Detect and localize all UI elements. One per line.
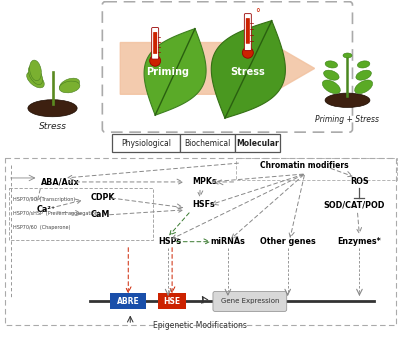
Text: Physiological: Physiological bbox=[121, 139, 171, 148]
Text: HSP70/90  (Transcription): HSP70/90 (Transcription) bbox=[13, 197, 75, 203]
Text: CaM: CaM bbox=[90, 210, 110, 219]
Text: Ca²⁺: Ca²⁺ bbox=[36, 205, 56, 214]
FancyBboxPatch shape bbox=[246, 18, 250, 44]
Ellipse shape bbox=[322, 80, 340, 94]
Text: ABRE: ABRE bbox=[117, 297, 140, 306]
Text: Gene Expression: Gene Expression bbox=[221, 299, 279, 304]
FancyBboxPatch shape bbox=[180, 134, 235, 152]
Ellipse shape bbox=[325, 61, 338, 68]
FancyBboxPatch shape bbox=[153, 32, 157, 54]
Text: HSE: HSE bbox=[164, 297, 181, 306]
Ellipse shape bbox=[343, 53, 352, 58]
Text: Enzymes*: Enzymes* bbox=[338, 237, 381, 246]
Text: Other genes: Other genes bbox=[260, 237, 316, 246]
FancyBboxPatch shape bbox=[235, 134, 280, 152]
Circle shape bbox=[242, 47, 253, 58]
Text: Epigenetic Modifications: Epigenetic Modifications bbox=[153, 321, 247, 330]
Ellipse shape bbox=[356, 70, 371, 80]
Text: ABA/Aux: ABA/Aux bbox=[41, 178, 79, 186]
Text: HSP70/60  (Chaperone): HSP70/60 (Chaperone) bbox=[13, 225, 70, 230]
Ellipse shape bbox=[325, 93, 370, 108]
Ellipse shape bbox=[354, 80, 373, 94]
FancyArrow shape bbox=[120, 42, 315, 94]
Text: Stress: Stress bbox=[231, 67, 265, 78]
FancyBboxPatch shape bbox=[110, 294, 146, 309]
Text: MPKs: MPKs bbox=[192, 178, 217, 186]
Text: Stress: Stress bbox=[38, 122, 67, 131]
Ellipse shape bbox=[27, 72, 44, 88]
Ellipse shape bbox=[59, 81, 80, 93]
Ellipse shape bbox=[60, 78, 79, 91]
Text: °: ° bbox=[255, 8, 259, 18]
Text: Biochemical: Biochemical bbox=[184, 139, 231, 148]
Text: HSFs: HSFs bbox=[192, 201, 215, 209]
PathPatch shape bbox=[211, 21, 286, 118]
FancyBboxPatch shape bbox=[244, 13, 251, 51]
FancyBboxPatch shape bbox=[112, 134, 180, 152]
Ellipse shape bbox=[28, 100, 77, 117]
Circle shape bbox=[150, 55, 161, 66]
Ellipse shape bbox=[30, 60, 41, 81]
Text: HSPs: HSPs bbox=[158, 237, 181, 246]
PathPatch shape bbox=[144, 29, 206, 115]
Text: ROS: ROS bbox=[350, 178, 369, 186]
FancyBboxPatch shape bbox=[213, 292, 287, 311]
Ellipse shape bbox=[357, 61, 370, 68]
Ellipse shape bbox=[28, 66, 43, 85]
FancyBboxPatch shape bbox=[158, 294, 186, 309]
FancyBboxPatch shape bbox=[152, 28, 159, 59]
Text: Molecular: Molecular bbox=[236, 139, 279, 148]
Text: Chromatin modifiers: Chromatin modifiers bbox=[260, 160, 349, 170]
Text: Priming + Stress: Priming + Stress bbox=[316, 115, 379, 124]
Ellipse shape bbox=[324, 70, 339, 80]
Text: miRNAs: miRNAs bbox=[211, 237, 245, 246]
Text: SOD/CAT/POD: SOD/CAT/POD bbox=[324, 201, 385, 209]
Text: Priming: Priming bbox=[147, 67, 190, 78]
Text: HSP70/sHSP  (Prevent aggregation): HSP70/sHSP (Prevent aggregation) bbox=[13, 211, 99, 216]
Text: CDPK: CDPK bbox=[90, 193, 115, 203]
